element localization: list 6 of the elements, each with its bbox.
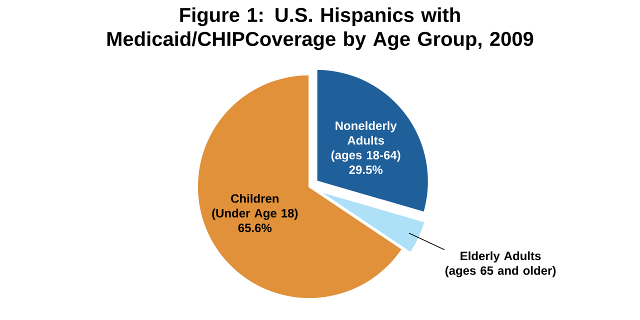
slice-label: Nonelderly Adults (ages 18-64)	[331, 121, 400, 162]
data-label: 29.5%	[349, 165, 383, 174]
slice-label: Children (Under Age 18)	[212, 194, 298, 220]
chart-title: Figure 1: U.S. Hispanics with Medicaid/CHIPCoverage by Age Group, 2009	[107, 7, 534, 50]
data-label: 65.6%	[238, 224, 272, 232]
slice-label: Elderly Adults (ages 65 and older)	[445, 251, 556, 278]
